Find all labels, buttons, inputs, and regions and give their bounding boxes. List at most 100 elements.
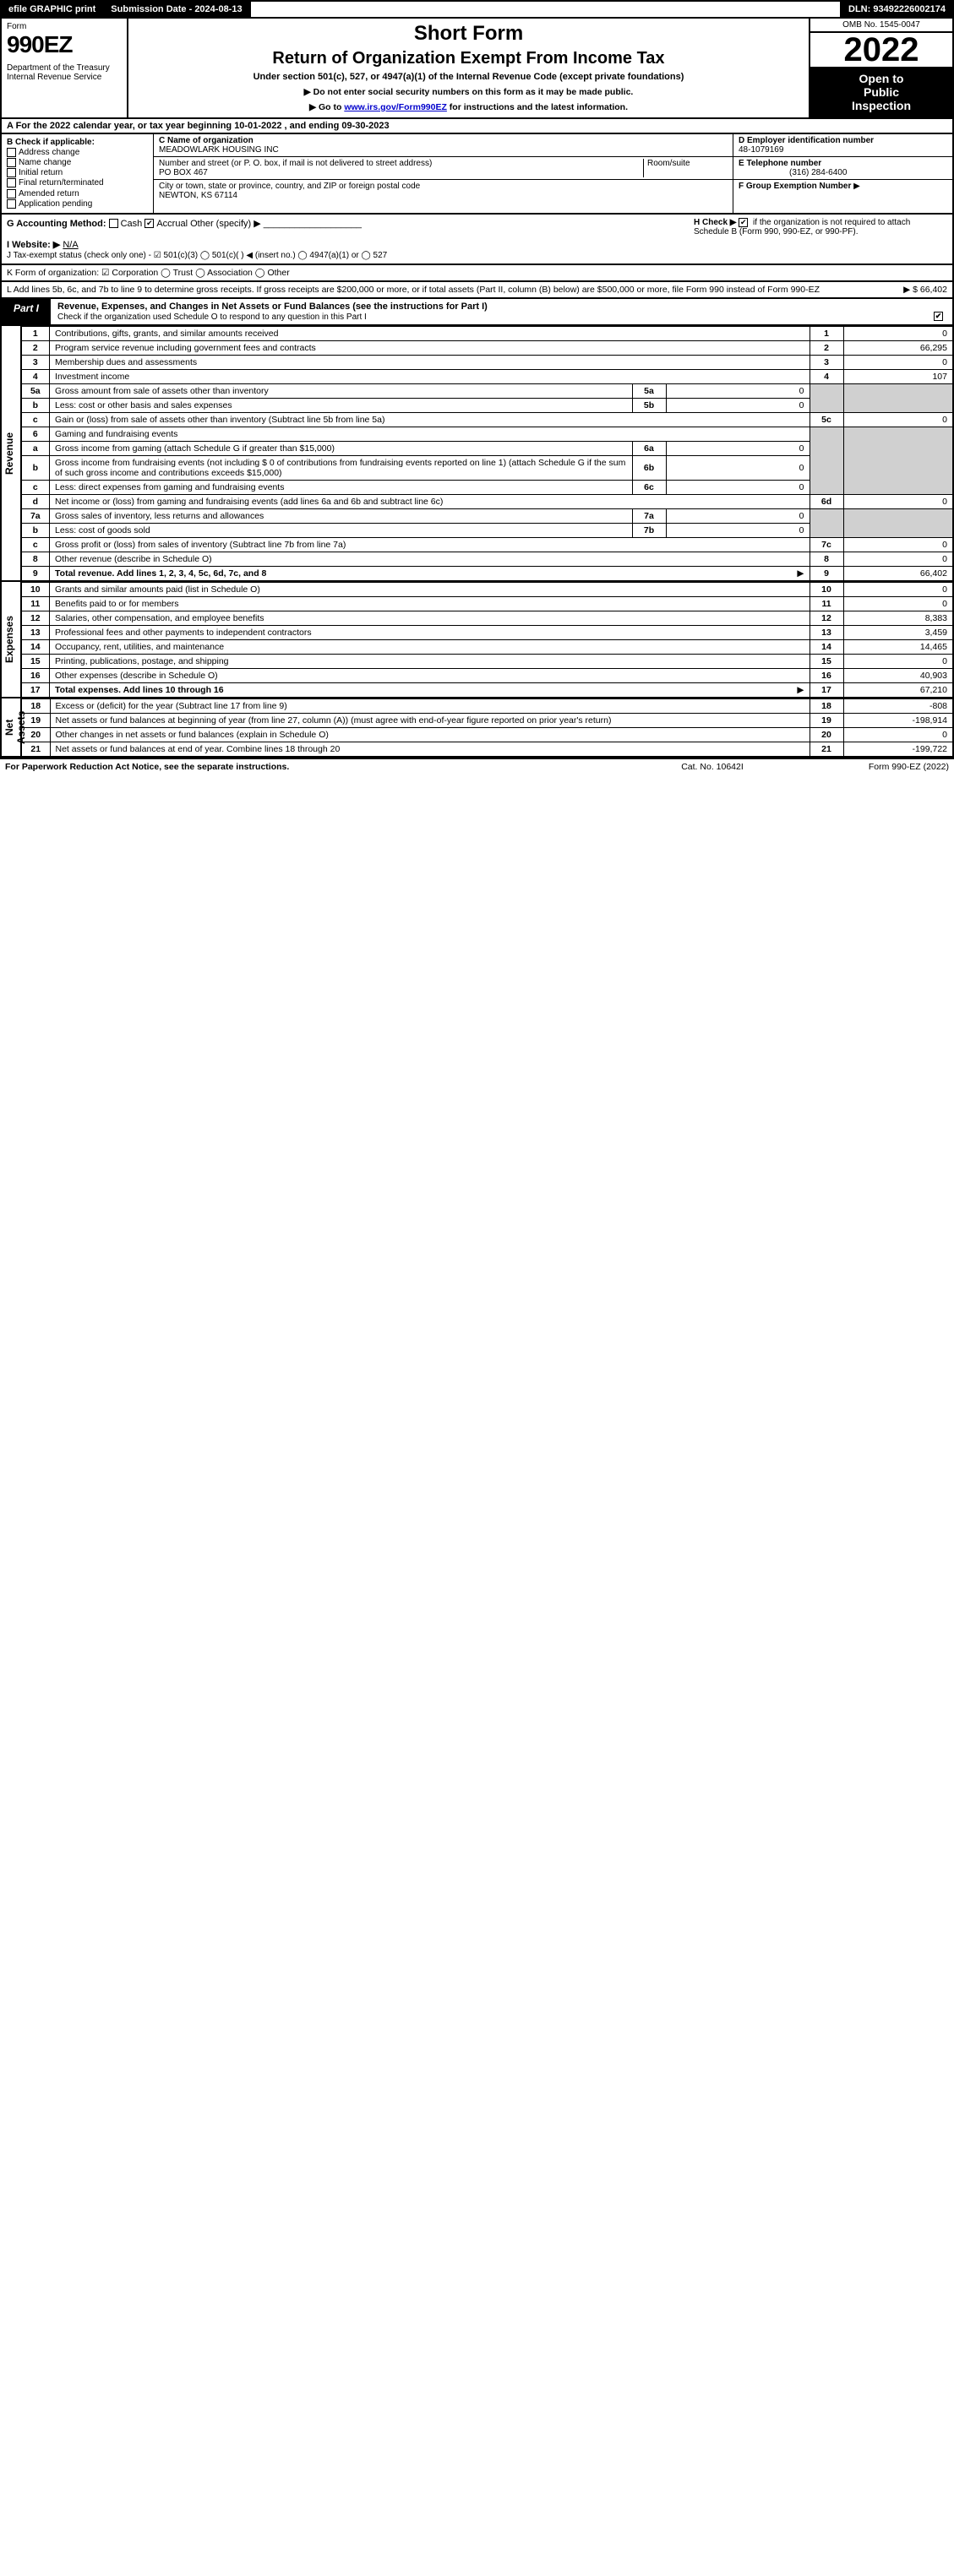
header-left: Form 990EZ Department of the Treasury In… xyxy=(2,19,128,117)
row-l-amount: ▶ $ 66,402 xyxy=(903,285,947,295)
part-1-header: Part I Revenue, Expenses, and Changes in… xyxy=(0,299,954,326)
dept-line1: Department of the Treasury xyxy=(7,63,122,73)
revenue-label: Revenue xyxy=(0,326,20,582)
netassets-table: 18Excess or (deficit) for the year (Subt… xyxy=(20,698,954,758)
org-name-cell: C Name of organization MEADOWLARK HOUSIN… xyxy=(154,134,733,157)
dln-label: DLN: 93492226002174 xyxy=(840,2,952,17)
footer-left: For Paperwork Reduction Act Notice, see … xyxy=(5,762,628,772)
table-row: 14Occupancy, rent, utilities, and mainte… xyxy=(21,639,953,654)
table-row: 19Net assets or fund balances at beginni… xyxy=(21,713,953,727)
chk-address-change[interactable]: Address change xyxy=(7,148,148,157)
column-b: B Check if applicable: Address change Na… xyxy=(2,134,154,213)
chk-accrual[interactable] xyxy=(144,219,154,228)
group-exemption-label: F Group Exemption Number xyxy=(739,182,851,191)
table-row: cGross profit or (loss) from sales of in… xyxy=(21,537,953,552)
open-to-public: Open to Public Inspection xyxy=(810,67,952,117)
table-row: 17Total expenses. Add lines 10 through 1… xyxy=(21,682,953,698)
group-exemption-cell: F Group Exemption Number ▶ xyxy=(733,180,952,193)
efile-label[interactable]: efile GRAPHIC print xyxy=(2,2,104,17)
phone-label: E Telephone number xyxy=(739,159,821,168)
website-label: I Website: ▶ xyxy=(7,240,60,250)
ein-cell: D Employer identification number 48-1079… xyxy=(733,134,952,157)
instr2-post: for instructions and the latest informat… xyxy=(447,102,628,112)
tax-year: 2022 xyxy=(810,33,952,67)
table-row: 4Investment income4107 xyxy=(21,369,953,383)
col-b-header: B Check if applicable: xyxy=(7,138,148,147)
arrow-icon: ▶ xyxy=(853,182,860,191)
chk-initial-return[interactable]: Initial return xyxy=(7,168,148,177)
row-l: L Add lines 5b, 6c, and 7b to line 9 to … xyxy=(0,282,954,299)
expenses-section: Expenses 10Grants and similar amounts pa… xyxy=(0,582,954,698)
header-center: Short Form Return of Organization Exempt… xyxy=(128,19,809,117)
chk-application-pending[interactable]: Application pending xyxy=(7,199,148,209)
accrual-label: Accrual xyxy=(156,219,188,229)
table-row: dNet income or (loss) from gaming and fu… xyxy=(21,494,953,508)
street-label: Number and street (or P. O. box, if mail… xyxy=(159,159,432,168)
instr2-pre: ▶ Go to xyxy=(309,102,344,112)
form-word: Form xyxy=(7,22,122,31)
revenue-section: Revenue 1Contributions, gifts, grants, a… xyxy=(0,326,954,582)
chk-final-return[interactable]: Final return/terminated xyxy=(7,178,148,187)
table-row: 6Gaming and fundraising events xyxy=(21,427,953,441)
city-cell: City or town, state or province, country… xyxy=(154,180,733,202)
h-check-label: H Check ▶ xyxy=(694,218,739,227)
expenses-table: 10Grants and similar amounts paid (list … xyxy=(20,582,954,698)
footer-center: Cat. No. 10642I xyxy=(628,762,797,772)
instruction-2: ▶ Go to www.irs.gov/Form990EZ for instru… xyxy=(137,102,800,112)
submission-date: Submission Date - 2024-08-13 xyxy=(104,2,250,17)
table-row: 1Contributions, gifts, grants, and simil… xyxy=(21,326,953,340)
table-row: 5aGross amount from sale of assets other… xyxy=(21,383,953,398)
chk-name-change[interactable]: Name change xyxy=(7,158,148,167)
table-row: cGain or (loss) from sale of assets othe… xyxy=(21,412,953,427)
open-line3: Inspection xyxy=(815,99,947,112)
phone-value: (316) 284-6400 xyxy=(739,168,847,177)
main-title: Return of Organization Exempt From Incom… xyxy=(137,49,800,68)
city-label: City or town, state or province, country… xyxy=(159,182,420,191)
city-value: NEWTON, KS 67114 xyxy=(159,191,237,200)
top-bar: efile GRAPHIC print Submission Date - 20… xyxy=(0,0,954,19)
accounting-method-label: G Accounting Method: xyxy=(7,219,106,229)
table-row: 2Program service revenue including gover… xyxy=(21,340,953,355)
part-1-check-line: Check if the organization used Schedule … xyxy=(57,312,367,322)
revenue-table: 1Contributions, gifts, grants, and simil… xyxy=(20,326,954,582)
row-l-text: L Add lines 5b, 6c, and 7b to line 9 to … xyxy=(7,285,820,295)
instruction-1: ▶ Do not enter social security numbers o… xyxy=(137,87,800,97)
table-row: 9Total revenue. Add lines 1, 2, 3, 4, 5c… xyxy=(21,566,953,581)
table-row: 16Other expenses (describe in Schedule O… xyxy=(21,668,953,682)
short-form-title: Short Form xyxy=(137,22,800,46)
dept-line2: Internal Revenue Service xyxy=(7,73,122,82)
room-suite: Room/suite xyxy=(643,159,728,177)
row-k: K Form of organization: ☑ Corporation ◯ … xyxy=(0,265,954,282)
phone-cell: E Telephone number (316) 284-6400 xyxy=(733,157,952,180)
form-header: Form 990EZ Department of the Treasury In… xyxy=(0,19,954,119)
other-label: Other (specify) ▶ xyxy=(190,219,261,229)
table-row: 11Benefits paid to or for members110 xyxy=(21,596,953,611)
subtitle: Under section 501(c), 527, or 4947(a)(1)… xyxy=(137,72,800,82)
table-row: 8Other revenue (describe in Schedule O)8… xyxy=(21,552,953,566)
chk-cash[interactable] xyxy=(109,219,118,228)
table-row: 10Grants and similar amounts paid (list … xyxy=(21,582,953,596)
street-value: PO BOX 467 xyxy=(159,168,208,177)
ein-label: D Employer identification number xyxy=(739,136,874,145)
netassets-label: Net Assets xyxy=(0,698,20,758)
section-h: H Check ▶ if the organization is not req… xyxy=(694,218,947,260)
netassets-section: Net Assets 18Excess or (deficit) for the… xyxy=(0,698,954,758)
website-value: N/A xyxy=(63,240,78,250)
tax-exempt-status: J Tax-exempt status (check only one) - ☑… xyxy=(7,251,387,260)
street-cell: Number and street (or P. O. box, if mail… xyxy=(154,157,733,180)
chk-schedule-o[interactable] xyxy=(934,312,943,321)
chk-schedule-b[interactable] xyxy=(739,218,748,227)
table-row: 21Net assets or fund balances at end of … xyxy=(21,742,953,757)
chk-amended-return[interactable]: Amended return xyxy=(7,189,148,198)
column-d: D Employer identification number 48-1079… xyxy=(733,134,952,213)
expenses-label: Expenses xyxy=(0,582,20,698)
table-row: 15Printing, publications, postage, and s… xyxy=(21,654,953,668)
column-c: C Name of organization MEADOWLARK HOUSIN… xyxy=(154,134,733,213)
row-g-h: G Accounting Method: Cash Accrual Other … xyxy=(0,215,954,265)
open-line1: Open to xyxy=(815,72,947,85)
section-a: A For the 2022 calendar year, or tax yea… xyxy=(0,119,954,134)
irs-link[interactable]: www.irs.gov/Form990EZ xyxy=(344,102,447,112)
page-footer: For Paperwork Reduction Act Notice, see … xyxy=(0,758,954,774)
table-row: 13Professional fees and other payments t… xyxy=(21,625,953,639)
table-row: 12Salaries, other compensation, and empl… xyxy=(21,611,953,625)
